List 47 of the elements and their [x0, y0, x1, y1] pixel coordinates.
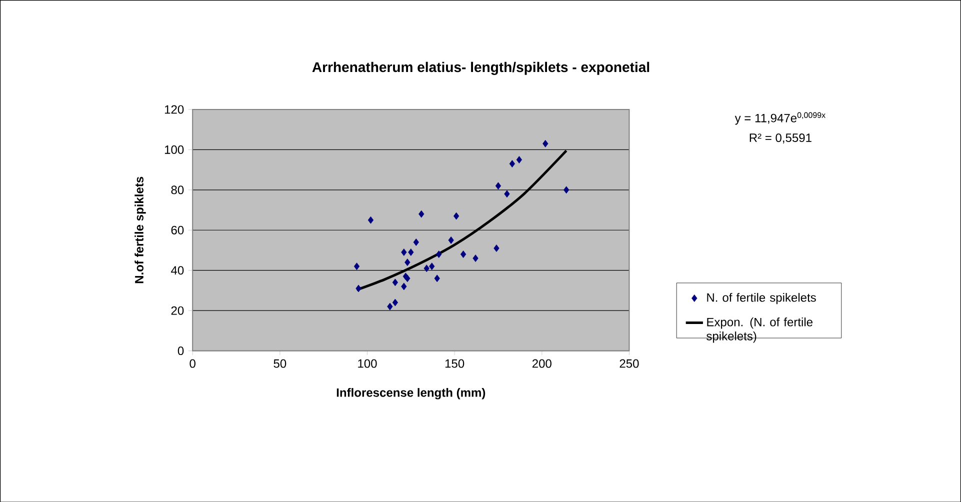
x-tick-label: 250 [620, 359, 639, 368]
point [408, 248, 414, 256]
point [401, 248, 407, 256]
point [564, 186, 570, 194]
y-tick-label: 0 [178, 346, 184, 355]
point [436, 250, 442, 258]
y-tick-label: 120 [164, 105, 184, 114]
point [429, 262, 435, 270]
chart-title: Arrhenatherum elatius- length/spiklets - exponetial [312, 62, 650, 75]
point [418, 210, 424, 218]
y-tick-label: 40 [171, 266, 184, 274]
x-tick-label: 100 [358, 359, 377, 368]
point [495, 182, 502, 190]
point [504, 190, 510, 198]
point [392, 278, 398, 286]
point [387, 302, 393, 310]
x-tick-label: 150 [445, 359, 464, 368]
legend-label: Expon. (N. of fertile spikelets) [706, 317, 812, 343]
text: R² = 0,5591 [750, 133, 812, 144]
point [516, 156, 522, 164]
point [404, 258, 410, 266]
point [453, 212, 460, 220]
point [354, 262, 360, 270]
point [542, 140, 548, 148]
point [448, 236, 454, 244]
x-tick-label: 0 [190, 359, 196, 368]
point [392, 298, 398, 306]
point [434, 274, 440, 282]
y-tick-label: 20 [171, 306, 184, 315]
y-tick-label: 100 [164, 145, 184, 154]
point [356, 284, 362, 292]
point [472, 254, 478, 262]
point [424, 264, 430, 272]
point [460, 250, 466, 258]
y-axis-title: N.of fertile spiklets [134, 176, 146, 283]
y-tick-label: 80 [171, 186, 184, 194]
point [401, 282, 407, 290]
y-tick-label: 60 [171, 226, 184, 234]
point [368, 216, 374, 224]
point [413, 238, 419, 246]
point [494, 244, 500, 252]
point [509, 160, 516, 168]
legend-label: N. of fertile spikelets [707, 292, 816, 304]
text: y = 11,947e$^{0,0099x}$ [734, 112, 826, 125]
x-tick-label: 50 [274, 359, 286, 368]
x-tick-label: 200 [532, 359, 552, 368]
x-axis-title: Inflorescense length (mm) [336, 388, 486, 400]
